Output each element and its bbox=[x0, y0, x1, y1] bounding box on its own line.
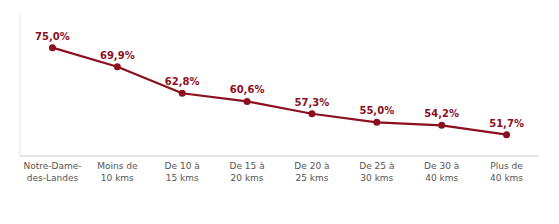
x-tick-label: Notre-Dame-des-Landes bbox=[23, 161, 81, 183]
x-tick-label: Moins de10 kms bbox=[97, 161, 138, 183]
data-label: 62,8% bbox=[165, 76, 200, 87]
marker bbox=[179, 90, 186, 97]
marker bbox=[438, 122, 445, 129]
x-tick-label: De 10 à15 kms bbox=[165, 161, 200, 183]
data-label: 60,6% bbox=[230, 84, 265, 95]
plot-area bbox=[49, 44, 510, 138]
y-axis-line bbox=[20, 14, 21, 156]
chart-container: Notre-Dame-des-Landes Moins de10 kms De 10… bbox=[0, 0, 559, 224]
marker bbox=[373, 119, 380, 126]
data-label: 54,2% bbox=[424, 108, 459, 119]
data-label: 51,7% bbox=[489, 118, 524, 129]
marker bbox=[114, 63, 121, 70]
marker bbox=[308, 110, 315, 117]
x-tick-label: De 30 à40 kms bbox=[424, 161, 459, 183]
marker bbox=[244, 98, 251, 105]
data-label: 69,9% bbox=[100, 50, 135, 61]
data-label: 55,0% bbox=[359, 105, 394, 116]
marker bbox=[503, 131, 510, 138]
data-label: 75,0% bbox=[35, 31, 70, 42]
data-label: 57,3% bbox=[295, 97, 330, 108]
marker bbox=[49, 44, 56, 51]
x-tick-label: Plus de40 kms bbox=[490, 161, 523, 183]
background bbox=[0, 0, 559, 224]
x-axis-line bbox=[20, 156, 539, 157]
x-tick-label: De 15 à20 kms bbox=[229, 161, 264, 183]
line bbox=[52, 48, 506, 135]
x-tick-label: De 25 à30 kms bbox=[359, 161, 394, 183]
x-tick-label: De 20 à25 kms bbox=[294, 161, 329, 183]
chart: Notre-Dame-des-Landes Moins de10 kms De 10… bbox=[0, 0, 559, 224]
